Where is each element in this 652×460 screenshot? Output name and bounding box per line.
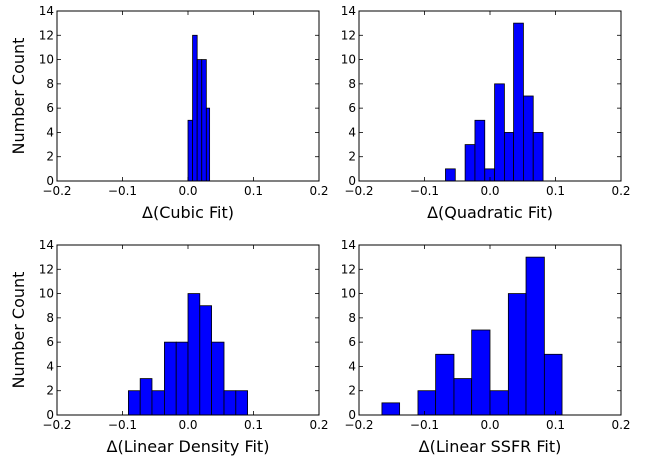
y-tick-label: 0 <box>46 174 54 188</box>
histogram-bar <box>507 293 527 416</box>
x-tick-label: 0.2 <box>309 418 328 432</box>
plot-frame <box>358 10 622 182</box>
linear-density-fit-panel: −0.2 −0.1 0.0 0.1 0.2 0 2 4 6 8 10 12 14 Δ(Linear Den… <box>9 238 329 456</box>
y-tick-label: 8 <box>348 77 356 91</box>
x-tick-label: 0.2 <box>611 184 630 198</box>
y-tick-label: 2 <box>46 150 54 164</box>
y-tick-label: 14 <box>341 238 356 252</box>
histogram-bar <box>201 59 207 182</box>
x-tick-label: −0.2 <box>344 184 373 198</box>
x-axis-label: Δ(Linear SSFR Fit) <box>419 437 562 456</box>
y-tick-label: 4 <box>348 359 356 373</box>
x-tick-label: 0.0 <box>480 418 499 432</box>
linear-ssfr-fit-panel: −0.2 −0.1 0.0 0.1 0.2 0 2 4 6 8 10 12 14 Δ(Linear SSF… <box>341 238 631 456</box>
histogram-bar <box>211 341 225 416</box>
histogram-bar <box>175 341 189 416</box>
x-axis-label: Δ(Cubic Fit) <box>142 203 234 222</box>
y-tick-label: 8 <box>46 311 54 325</box>
x-tick-label: −0.1 <box>410 418 439 432</box>
x-tick-label: −0.2 <box>42 184 71 198</box>
y-tick-label: 4 <box>46 125 54 139</box>
histogram-bar <box>532 132 544 182</box>
y-tick-label: 8 <box>46 77 54 91</box>
histogram-bar <box>187 293 201 416</box>
histogram-bar <box>513 22 524 182</box>
y-tick-label: 12 <box>39 262 54 276</box>
y-tick-label: 12 <box>39 28 54 42</box>
y-tick-label: 6 <box>46 335 54 349</box>
histogram-bar <box>474 119 486 182</box>
y-tick-label: 6 <box>46 101 54 115</box>
quadratic-fit-panel: −0.2 −0.1 0.0 0.1 0.2 0 2 4 6 8 10 12 14 Δ(Quadratic … <box>341 4 631 222</box>
x-tick-label: 0.2 <box>309 184 328 198</box>
y-tick-label: 10 <box>341 287 356 301</box>
histogram-bar <box>494 83 505 182</box>
histogram-bar <box>504 132 514 182</box>
histogram-bar <box>199 305 212 416</box>
x-axis-label: Δ(Quadratic Fit) <box>427 203 553 222</box>
y-tick-label: 14 <box>39 238 54 252</box>
histogram-bar <box>453 378 473 416</box>
x-tick-label: 0.0 <box>178 184 197 198</box>
y-tick-label: 6 <box>348 101 356 115</box>
histogram-bar <box>471 329 491 416</box>
x-tick-label: 0.1 <box>546 184 565 198</box>
histogram-bar <box>139 378 153 416</box>
histogram-bar <box>164 341 177 416</box>
plot-frame <box>56 10 320 182</box>
y-tick-label: 10 <box>39 287 54 301</box>
histogram-bar <box>223 390 237 416</box>
y-tick-label: 10 <box>39 53 54 67</box>
y-tick-label: 0 <box>348 174 356 188</box>
y-tick-label: 2 <box>46 384 54 398</box>
y-tick-label: 0 <box>46 408 54 422</box>
x-axis-label: Δ(Linear Density Fit) <box>107 437 270 456</box>
histogram-bar <box>417 390 437 416</box>
y-tick-label: 14 <box>39 4 54 18</box>
x-tick-label: 0.0 <box>480 184 499 198</box>
y-axis-label: Number Count <box>9 272 28 389</box>
y-tick-label: 10 <box>341 53 356 67</box>
histogram-bar <box>196 59 203 182</box>
histogram-bar <box>464 144 476 182</box>
histogram-bar <box>489 390 509 416</box>
y-tick-label: 12 <box>341 262 356 276</box>
plot-frame <box>358 244 622 416</box>
x-tick-label: 0.0 <box>178 418 197 432</box>
x-tick-label: 0.1 <box>244 184 263 198</box>
histogram-bar <box>525 256 545 416</box>
histogram-bar <box>445 168 456 182</box>
y-tick-label: 0 <box>348 408 356 422</box>
y-tick-label: 6 <box>348 335 356 349</box>
plot-frame <box>56 244 320 416</box>
cubic-fit-panel: −0.2 −0.1 0.0 0.1 0.2 0 2 4 6 8 10 12 14 Δ(Cubic Fit)… <box>9 4 329 222</box>
y-tick-label: 4 <box>348 125 356 139</box>
histogram-bar <box>192 34 198 182</box>
y-axis-label: Number Count <box>9 38 28 155</box>
y-tick-label: 14 <box>341 4 356 18</box>
x-tick-label: −0.1 <box>410 184 439 198</box>
histogram-bar <box>205 107 211 182</box>
histogram-bar <box>543 353 563 416</box>
y-tick-label: 4 <box>46 359 54 373</box>
x-tick-label: −0.2 <box>42 418 71 432</box>
histogram-bar <box>381 402 401 416</box>
x-tick-label: −0.2 <box>344 418 373 432</box>
histogram-bar <box>187 119 193 182</box>
y-tick-label: 2 <box>348 150 356 164</box>
histogram-bar <box>235 390 248 416</box>
y-tick-label: 12 <box>341 28 356 42</box>
x-tick-label: 0.2 <box>611 418 630 432</box>
x-tick-label: 0.1 <box>244 418 263 432</box>
histogram-bar <box>523 95 534 182</box>
y-tick-label: 8 <box>348 311 356 325</box>
histogram-bar <box>127 390 141 416</box>
x-tick-label: −0.1 <box>108 418 137 432</box>
x-tick-label: 0.1 <box>546 418 565 432</box>
histogram-bar <box>151 390 165 416</box>
y-tick-label: 2 <box>348 384 356 398</box>
x-tick-label: −0.1 <box>108 184 137 198</box>
histogram-bar <box>435 353 455 416</box>
